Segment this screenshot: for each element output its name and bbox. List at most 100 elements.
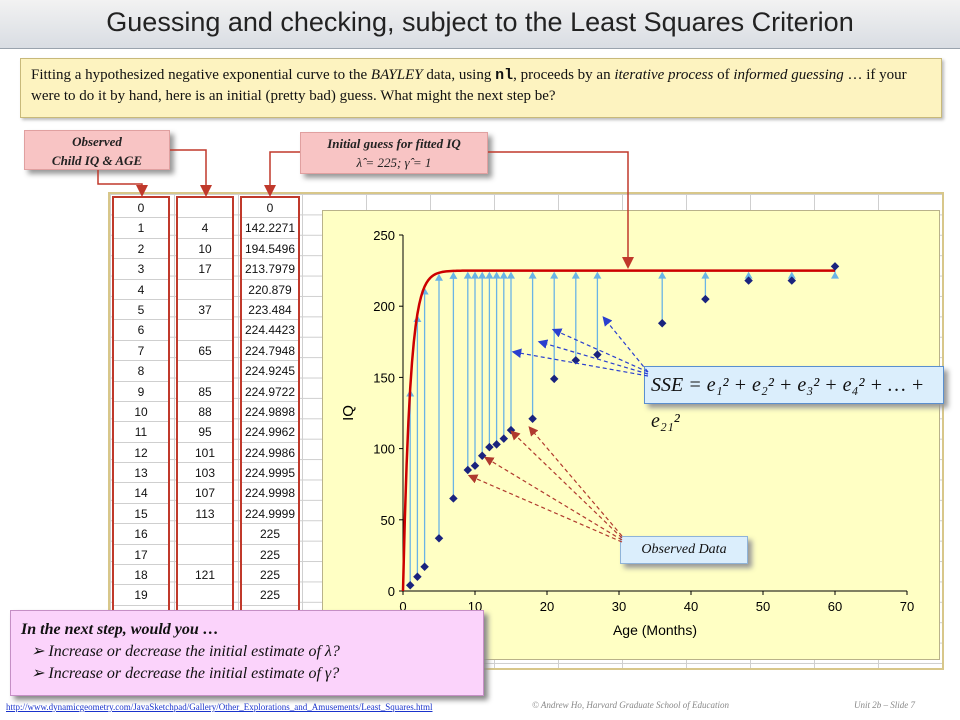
x-tick-label: 70 <box>900 599 914 614</box>
connector-iq <box>170 149 212 197</box>
iq-cell: 95 <box>178 422 232 443</box>
sse-pointer-1 <box>602 316 649 373</box>
obs-pointer-3 <box>483 456 623 541</box>
age-cell: 0 <box>114 198 168 219</box>
residual-arrowhead <box>658 271 667 279</box>
data-point <box>434 534 444 543</box>
fitted-cell: 220.879 <box>242 280 298 300</box>
iq-cell: 85 <box>178 382 232 402</box>
age-cell: 9 <box>114 382 168 402</box>
data-point <box>499 434 509 443</box>
iq-column: 4 10 17 37 65 85 88 95 101 103 107 113 121 <box>176 196 234 629</box>
data-point <box>549 374 559 384</box>
iq-cell: 4 <box>178 218 232 239</box>
fitted-cell: 213.7979 <box>242 259 298 280</box>
intro-part-5: … if your were to do it by hand, here is… <box>31 67 907 104</box>
age-cell: 17 <box>114 545 168 566</box>
obs-pointer-2 <box>510 430 623 539</box>
age-cell: 18 <box>114 565 168 586</box>
fitted-cell: 0 <box>242 198 298 219</box>
fitted-cell: 142.2271 <box>242 218 298 239</box>
residual-arrowhead <box>492 271 501 279</box>
fitted-cell: 224.4423 <box>242 320 298 341</box>
age-column: 01234567891011121314151617181920 <box>112 196 170 629</box>
title-bar: Guessing and checking, subject to the Le… <box>0 0 960 49</box>
data-point <box>492 440 501 449</box>
age-cell: 7 <box>114 341 168 362</box>
initial-guess-formula: λ̂ = 225; γ̂ = 1 <box>356 155 432 170</box>
age-cell: 8 <box>114 361 168 382</box>
question-item-1: ➢ Increase or decrease the initial estim… <box>31 641 473 663</box>
question-item-2-text: Increase or decrease the initial estimat… <box>48 665 340 682</box>
fitted-cell: 194.5496 <box>242 239 298 260</box>
observed-line-1: Observed <box>72 134 122 149</box>
fitted-iq-column: 0 142.2271 194.5496 213.7979 220.879 223.484 2… <box>240 196 300 629</box>
informed-phrase: informed guessing <box>733 67 844 83</box>
fitted-cell: 223.484 <box>242 300 298 321</box>
residual-arrowhead <box>787 271 796 279</box>
intro-text: Fitting a hypothesized negative exponent… <box>20 58 942 118</box>
age-cell: 10 <box>114 402 168 423</box>
fitted-cell: 225 <box>242 524 298 545</box>
age-cell: 14 <box>114 483 168 504</box>
y-tick-label: 250 <box>373 228 395 243</box>
iq-cell <box>178 361 232 382</box>
connector-fitted <box>264 151 300 197</box>
x-tick-label: 40 <box>684 599 698 614</box>
age-cell: 15 <box>114 504 168 525</box>
question-item-2: ➢ Increase or decrease the initial estim… <box>31 663 473 685</box>
age-cell: 4 <box>114 280 168 300</box>
initial-guess-title: Initial guess for fitted IQ <box>327 136 461 151</box>
dataset-name: BAYLEY <box>370 67 423 83</box>
intro-part-4: of <box>713 67 734 83</box>
iq-cell: 65 <box>178 341 232 362</box>
question-box: In the next step, would you … ➢ Increase… <box>10 610 484 696</box>
footer-unit: Unit 2b – Slide 7 <box>854 700 915 710</box>
data-point <box>744 276 753 285</box>
initial-guess-callout: Initial guess for fitted IQ λ̂ = 225; γ̂… <box>300 132 488 174</box>
data-point <box>470 461 480 470</box>
age-cell: 13 <box>114 463 168 484</box>
age-cell: 11 <box>114 422 168 443</box>
iq-cell: 17 <box>178 259 232 280</box>
iq-cell: 113 <box>178 504 232 525</box>
residual-arrowhead <box>507 271 515 279</box>
data-point <box>701 294 710 304</box>
fitted-cell: 224.9995 <box>242 463 298 484</box>
x-tick-label: 60 <box>828 599 842 614</box>
y-tick-label: 200 <box>373 299 395 314</box>
y-tick-label: 0 <box>388 584 395 599</box>
question-heading: In the next step, would you … <box>21 621 219 638</box>
residual-arrowhead <box>499 271 508 279</box>
residual-arrowhead <box>463 271 472 279</box>
iq-cell <box>178 280 232 300</box>
question-item-1-text: Increase or decrease the initial estimat… <box>48 643 340 660</box>
fitted-cell: 224.9722 <box>242 382 298 402</box>
fitted-cell: 224.9999 <box>242 504 298 525</box>
slide-title: Guessing and checking, subject to the Le… <box>106 7 854 37</box>
sse-pointer-2 <box>551 328 649 373</box>
age-cell: 3 <box>114 259 168 280</box>
age-cell: 19 <box>114 585 168 606</box>
fitted-cell: 224.9962 <box>242 422 298 443</box>
residual-arrowhead <box>701 271 710 279</box>
fitted-cell: 225 <box>242 545 298 566</box>
residual-arrowhead <box>471 271 479 279</box>
iq-cell: 121 <box>178 565 232 586</box>
iq-cell: 107 <box>178 483 232 504</box>
data-point <box>449 494 458 503</box>
residual-arrowhead <box>435 273 443 281</box>
data-point <box>528 414 537 423</box>
footer-link[interactable]: http://www.dynamicgeometry.com/JavaSketc… <box>6 702 433 712</box>
age-cell: 1 <box>114 218 168 239</box>
residual-arrowhead <box>571 271 580 279</box>
observed-data-label: Observed Data <box>620 536 748 564</box>
iq-cell: 103 <box>178 463 232 484</box>
iq-cell <box>178 524 232 545</box>
sse-pointer-3 <box>537 339 649 375</box>
fitted-cell: 224.9986 <box>242 443 298 464</box>
iq-cell <box>178 320 232 341</box>
y-tick-label: 100 <box>373 442 395 457</box>
